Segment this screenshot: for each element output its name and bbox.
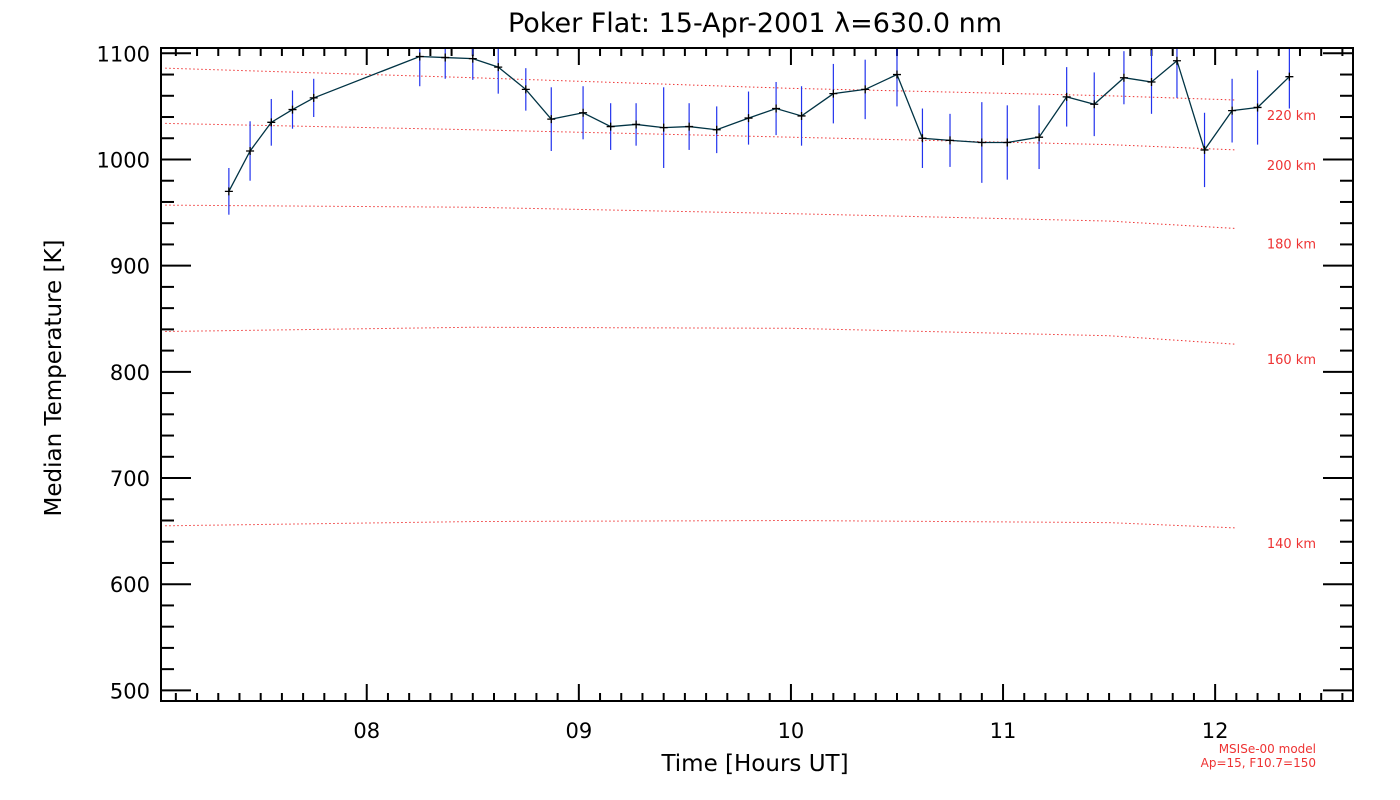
data-point [606,122,615,131]
y-tick-label: 600 [110,573,150,597]
data-point [1035,133,1044,142]
model-line-220km [165,67,1237,101]
data-point [441,53,450,62]
data-point [1090,100,1099,109]
model-line-label: 200 km [1267,159,1316,174]
data-point [415,52,424,61]
data-point [892,70,901,79]
y-tick-label: 500 [110,679,150,703]
data-series [224,48,1294,215]
model-line-140km [165,519,1237,529]
data-point [494,63,503,72]
y-tick-label: 700 [110,467,150,491]
data-point [946,136,955,145]
chart-title: Poker Flat: 15-Apr-2001 λ=630.0 nm [508,8,1002,39]
data-point [632,120,641,129]
model-line-200km [165,122,1237,151]
data-point [246,146,255,155]
y-tick-label: 1100 [97,42,150,66]
data-point [547,115,556,124]
data-point [1172,56,1181,65]
model-annotation-1: MSISe-00 model [1219,742,1316,756]
plot-frame [160,47,1354,702]
model-line-label: 180 km [1267,238,1316,253]
data-point [977,138,986,147]
data-point [1200,145,1209,154]
data-point [797,111,806,120]
model-labels: 140 km 160 km 180 km 200 km 220 km [1267,109,1316,552]
data-point [1228,106,1237,115]
x-tick-label: 12 [1202,719,1229,743]
data-point [1062,92,1071,101]
axis-ticks [161,48,1353,701]
data-point [772,104,781,113]
model-line-label: 160 km [1267,353,1316,368]
model-annotation-2: Ap=15, F10.7=150 [1201,756,1316,770]
data-point [468,54,477,63]
data-point [861,85,870,94]
series-line [228,55,1290,192]
x-tick-label: 08 [353,719,380,743]
x-tick-label: 11 [990,719,1017,743]
data-point [918,134,927,143]
data-point [1285,72,1294,81]
data-point [309,93,318,102]
model-lines [165,67,1237,529]
data-point [712,125,721,134]
data-point [521,85,530,94]
data-point [744,114,753,123]
data-point [659,123,668,132]
model-line-160km [165,326,1237,345]
y-tick-label: 800 [110,361,150,385]
tick-labels: 08 09 10 11 12 500 600 700 800 900 1000 1100 [97,42,1229,743]
data-point [224,187,233,196]
y-tick-label: 900 [110,255,150,279]
data-point [1003,138,1012,147]
x-tick-label: 10 [778,719,805,743]
data-point [1253,103,1262,112]
data-point [1119,73,1128,82]
x-axis-label: Time [Hours UT] [660,751,848,777]
model-line-180km [165,204,1237,230]
data-point [288,105,297,114]
model-line-label: 220 km [1267,109,1316,124]
model-line-label: 140 km [1267,537,1316,552]
y-tick-label: 1000 [97,148,150,172]
x-tick-label: 09 [565,719,592,743]
data-point [579,108,588,117]
data-point [685,122,694,131]
y-axis-label: Median Temperature [K] [41,240,67,517]
data-point [1147,77,1156,86]
data-point [829,89,838,98]
data-point [267,118,276,127]
